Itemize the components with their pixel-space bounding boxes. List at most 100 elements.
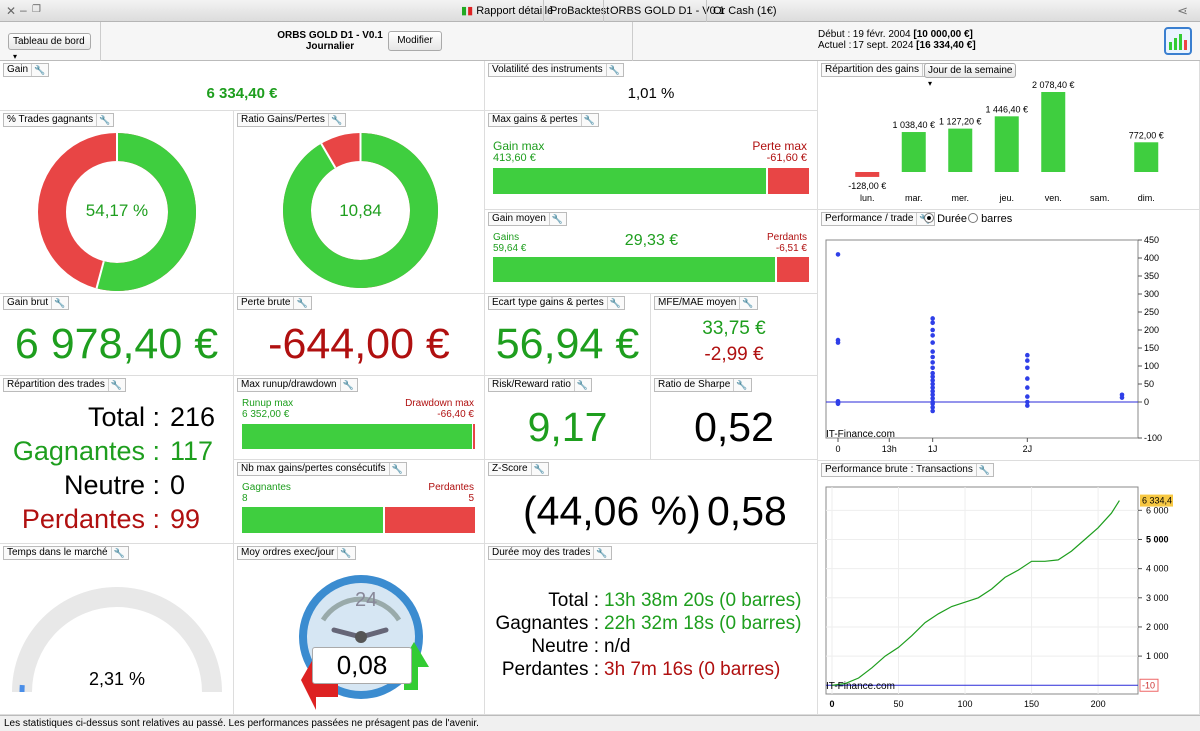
panel-title-label: Gain moyen: [492, 213, 546, 224]
panel-title[interactable]: Z-Score 🔧: [488, 462, 549, 476]
panel-title[interactable]: Volatilité des instruments 🔧: [488, 63, 624, 77]
bar: [855, 172, 880, 177]
x-tick-label: 13h: [882, 444, 897, 454]
wrench-icon[interactable]: 🔧: [31, 64, 45, 76]
wrench-icon[interactable]: 🔧: [580, 114, 595, 126]
wrench-icon[interactable]: 🔧: [327, 114, 342, 126]
minimize-icon[interactable]: –: [20, 3, 27, 17]
panel-title[interactable]: Nb max gains/pertes consécutifs 🔧: [237, 462, 407, 476]
scatter-point: [930, 354, 935, 360]
consecutive-bar: [242, 507, 475, 533]
max-gain-bar-fill: [493, 168, 768, 194]
tab-probacktest[interactable]: ProBacktest: [543, 0, 615, 22]
panel-title-label: Risk/Reward ratio: [492, 379, 571, 390]
wrench-icon[interactable]: 🔧: [337, 547, 352, 559]
wrench-icon[interactable]: 🔧: [51, 297, 65, 309]
share-icon[interactable]: ⋖: [1177, 3, 1188, 18]
close-icon[interactable]: ✕: [6, 4, 17, 18]
panel-title[interactable]: Gain 🔧: [3, 63, 50, 77]
panel-title[interactable]: Ratio de Sharpe 🔧: [654, 378, 752, 392]
category-label: jeu.: [998, 193, 1014, 203]
scatter-point: [1119, 395, 1125, 400]
panel-title-label: Nb max gains/pertes consécutifs: [241, 463, 386, 474]
wrench-icon[interactable]: 🔧: [739, 297, 754, 309]
consecutive-loss-label: Perdantes: [428, 482, 474, 493]
panel-title[interactable]: Ratio Gains/Pertes 🔧: [237, 113, 347, 127]
panel-title[interactable]: Moy ordres exec/jour 🔧: [237, 546, 356, 560]
panel-avg-gain: Gain moyen 🔧 Gains 59,64 € 29,33 € Perdan…: [485, 210, 818, 294]
panel-title[interactable]: Perte brute 🔧: [237, 296, 312, 310]
wrench-icon[interactable]: 🔧: [573, 379, 588, 391]
current-info: Actuel : 17 sept. 2024 [16 334,40 €]: [818, 40, 976, 51]
radio-duration[interactable]: Durée: [924, 213, 967, 225]
panel-max-gains: Max gains & pertes 🔧 Gain max 413,60 € Pe…: [485, 111, 818, 210]
scatter-point: [930, 392, 935, 398]
wrench-icon[interactable]: 🔧: [548, 213, 563, 225]
wrench-icon[interactable]: 🔧: [975, 464, 990, 476]
avg-gain-label: Gains: [493, 232, 520, 243]
zero-value-badge: [1139, 678, 1159, 692]
restore-icon[interactable]: ❐: [32, 4, 41, 15]
scatter-point: [930, 349, 935, 354]
panel-title[interactable]: MFE/MAE moyen 🔧: [654, 296, 758, 310]
wrench-icon[interactable]: 🔧: [733, 379, 748, 391]
panel-title[interactable]: Performance brute : Transactions 🔧: [821, 463, 995, 477]
wrench-icon[interactable]: 🔧: [107, 379, 122, 391]
y-tick-label: 4 000: [1146, 564, 1169, 574]
y-tick-label: 0: [1144, 397, 1149, 407]
x-tick-label: 0: [835, 444, 840, 454]
panel-title[interactable]: Gain moyen 🔧: [488, 212, 568, 226]
panel-title[interactable]: Répartition des gains🔧: [821, 63, 941, 77]
wrench-icon[interactable]: 🔧: [606, 297, 621, 309]
wrench-icon[interactable]: 🔧: [96, 114, 110, 126]
scatter-point: [930, 316, 935, 321]
orders-per-day-value: 0,08: [312, 647, 412, 684]
y-tick-label: 2 000: [1146, 622, 1169, 632]
panel-title[interactable]: Gain brut 🔧: [3, 296, 70, 310]
wrench-icon[interactable]: 🔧: [293, 297, 308, 309]
scatter-point: [930, 327, 935, 333]
panel-title[interactable]: Temps dans le marché 🔧: [3, 546, 129, 560]
panel-title-label: Ratio de Sharpe: [658, 379, 731, 390]
panel-title[interactable]: Max gains & pertes 🔧: [488, 113, 599, 127]
tab-rapport[interactable]: ▮▮ Rapport détaillé: [461, 5, 554, 17]
tab-instrument[interactable]: Or Cash (1€): [706, 0, 783, 22]
wrench-icon[interactable]: 🔧: [388, 463, 403, 475]
wrench-icon[interactable]: 🔧: [339, 379, 354, 391]
radio-bars[interactable]: barres: [968, 213, 1012, 225]
y-tick-label: 100: [1144, 361, 1159, 371]
tab-strategy[interactable]: ORBS GOLD D1 - V0.1: [603, 0, 731, 22]
radio-unchecked-icon: [968, 213, 978, 223]
wrench-icon[interactable]: 🔧: [530, 463, 545, 475]
dashboard-select[interactable]: Tableau de bord ▾: [8, 33, 91, 61]
bar: [948, 128, 973, 172]
tab-label: Rapport détaillé: [476, 5, 554, 17]
winning-label: Gagnantes :: [12, 436, 160, 466]
panel-title[interactable]: Durée moy des trades 🔧: [488, 546, 612, 560]
panel-title[interactable]: Risk/Reward ratio 🔧: [488, 378, 593, 392]
donut-win-segment: [96, 133, 196, 291]
wrench-icon[interactable]: 🔧: [593, 547, 608, 559]
panel-title-label: Volatilité des instruments: [492, 64, 603, 75]
scatter-point: [930, 370, 935, 376]
winning-value: 117: [170, 436, 214, 466]
panel-trades-distribution: Répartition des trades 🔧 Total : 216 Gagn…: [0, 376, 234, 544]
scatter-point: [1025, 358, 1030, 363]
wrench-icon[interactable]: 🔧: [605, 64, 620, 76]
panel-title[interactable]: % Trades gagnants 🔧: [3, 113, 115, 127]
consecutive-win-label: Gagnantes: [242, 482, 291, 493]
panel-title[interactable]: Répartition des trades 🔧: [3, 378, 127, 392]
report-chart-icon[interactable]: [1164, 27, 1192, 55]
modify-button[interactable]: Modifier: [388, 31, 442, 51]
scatter-point: [930, 396, 935, 401]
mae-value: -2,99 €: [704, 344, 764, 365]
losing-value: 99: [170, 504, 201, 534]
sharpe-value: 0,52: [694, 404, 774, 450]
period-select[interactable]: Jour de la semaine ▾: [924, 63, 1016, 88]
wrench-icon[interactable]: 🔧: [110, 547, 125, 559]
clock-label: 24: [355, 589, 378, 611]
panel-title[interactable]: Performance / trade🔧: [821, 212, 935, 226]
panel-title[interactable]: Max runup/drawdown 🔧: [237, 378, 358, 392]
panel-title[interactable]: Ecart type gains & pertes 🔧: [488, 296, 625, 310]
bar-value-label: 2 078,40 €: [1032, 81, 1075, 90]
